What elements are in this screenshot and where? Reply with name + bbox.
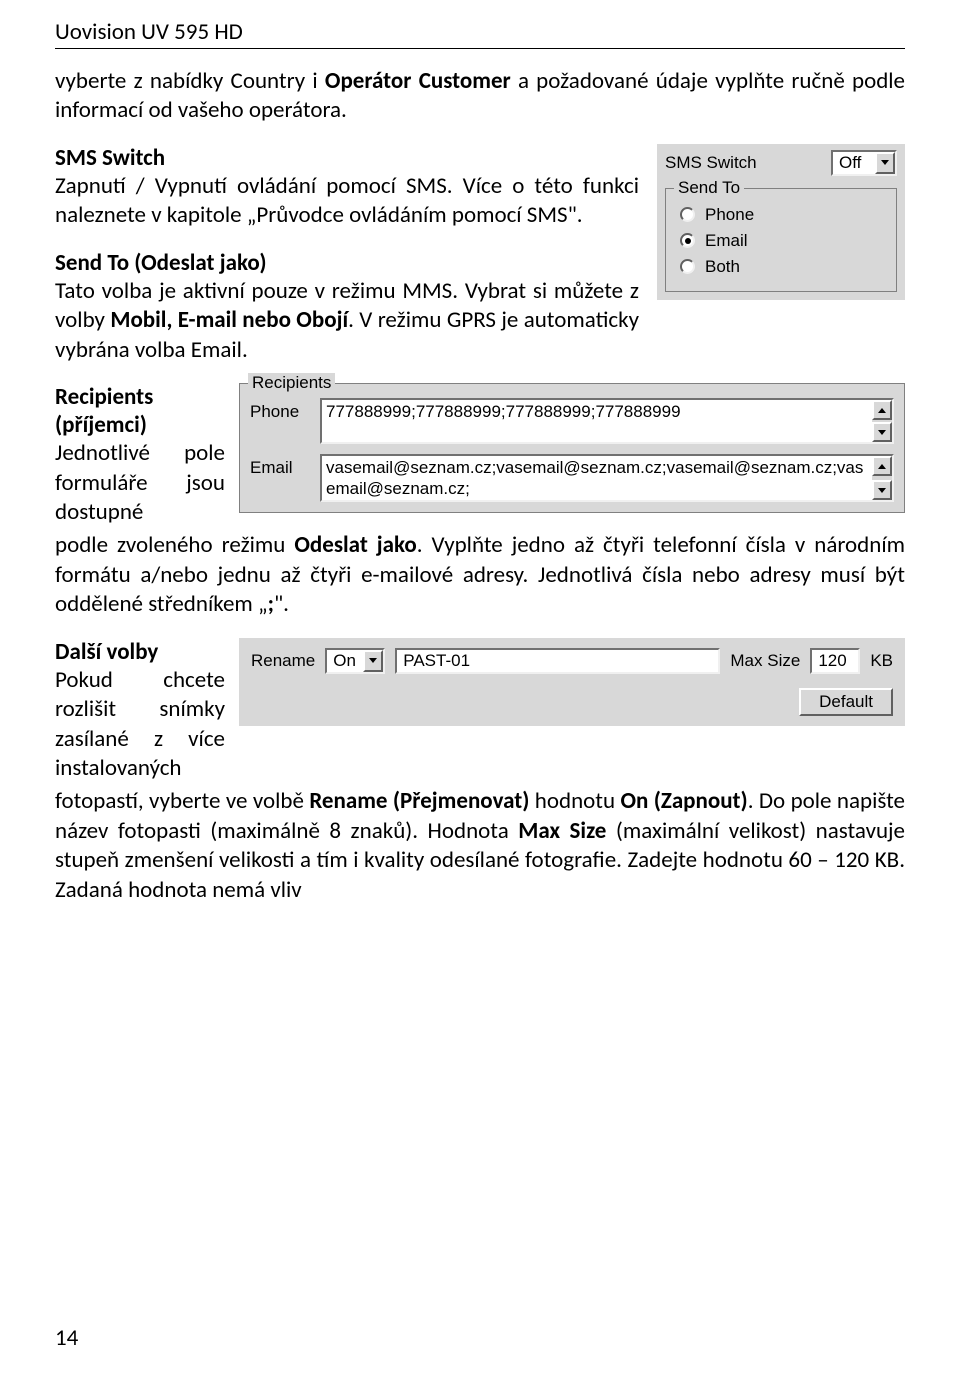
recipients-group-title: Recipients	[248, 373, 335, 393]
radio-both-row[interactable]: Both	[680, 257, 886, 277]
recipients-heading: Recipients (příjemci)	[55, 383, 225, 439]
sms-switch-label: SMS Switch	[665, 153, 757, 173]
rename-select[interactable]: On	[325, 648, 385, 674]
dalsi-tail-b1: Rename (Přejmenovat)	[309, 787, 529, 815]
recipients-email-value: vasemail@seznam.cz;vasemail@seznam.cz;va…	[322, 456, 872, 500]
scroll-down-icon[interactable]	[872, 422, 892, 442]
scrollbar[interactable]	[872, 456, 892, 500]
scroll-up-icon[interactable]	[872, 456, 892, 476]
dalsi-left-body: Pokud chcete rozlišit snímky zasílané z …	[55, 666, 225, 784]
sms-switch-select[interactable]: Off	[831, 150, 897, 176]
intro-pre: vyberte z nabídky Country i	[55, 67, 325, 95]
radio-email-row[interactable]: Email	[680, 231, 886, 251]
dalsi-tail-mid1: hodnotu	[529, 787, 620, 815]
radio-email-label: Email	[705, 231, 748, 251]
dalsi-heading: Další volby	[55, 638, 225, 666]
rename-name-input[interactable]: PAST-01	[395, 648, 720, 674]
send-to-heading: Send To (Odeslat jako)	[55, 249, 639, 277]
maxsize-input[interactable]: 120	[810, 648, 860, 674]
recipients-email-input[interactable]: vasemail@seznam.cz;vasemail@seznam.cz;va…	[320, 454, 894, 502]
recipients-phone-input[interactable]: 777888999;777888999;777888999;777888999	[320, 398, 894, 444]
radio-phone-row[interactable]: Phone	[680, 205, 886, 225]
intro-paragraph: vyberte z nabídky Country i Operátor Cus…	[55, 67, 905, 126]
radio-both-label: Both	[705, 257, 740, 277]
recipients-tail-pre: podle zvoleného režimu	[55, 531, 294, 559]
scroll-up-icon[interactable]	[872, 400, 892, 420]
rename-select-value: On	[333, 651, 363, 671]
radio-both[interactable]	[680, 259, 695, 274]
send-to-group-title: Send To	[674, 178, 744, 198]
rename-label: Rename	[251, 651, 315, 671]
sms-switch-value: Off	[839, 153, 875, 173]
radio-email[interactable]	[680, 233, 695, 248]
dalsi-tail-pre: fotopastí, vyberte ve volbě	[55, 787, 309, 815]
recipients-tail-b1: Odeslat jako	[294, 531, 416, 559]
recipients-tail-post: ".	[274, 590, 289, 618]
recipients-panel: Recipients Phone 777888999;777888999;777…	[239, 383, 905, 513]
dalsi-tail: fotopastí, vyberte ve volbě Rename (Přej…	[55, 787, 905, 905]
scrollbar[interactable]	[872, 400, 892, 442]
intro-bold: Operátor Customer	[325, 67, 511, 95]
send-to-bold: Mobil, E-mail nebo Obojí	[110, 306, 348, 334]
recipients-phone-value: 777888999;777888999;777888999;777888999	[322, 400, 872, 442]
dropdown-icon[interactable]	[363, 650, 383, 672]
radio-phone-label: Phone	[705, 205, 754, 225]
maxsize-label: Max Size	[730, 651, 800, 671]
scroll-down-icon[interactable]	[872, 480, 892, 500]
radio-phone[interactable]	[680, 207, 695, 222]
rename-panel: Rename On PAST-01 Max Size 120 KB	[239, 638, 905, 726]
dalsi-tail-b3: Max Size	[518, 817, 606, 845]
default-button[interactable]: Default	[799, 688, 893, 716]
dropdown-icon[interactable]	[875, 152, 895, 174]
maxsize-unit: KB	[870, 651, 893, 671]
recipients-phone-label: Phone	[250, 398, 310, 422]
sms-switch-body: Zapnutí / Vypnutí ovládání pomocí SMS. V…	[55, 172, 639, 231]
send-to-groupbox: Send To Phone Email Both	[665, 188, 897, 292]
page-number: 14	[55, 1324, 78, 1352]
rename-name-value: PAST-01	[403, 651, 470, 671]
recipients-left-body: Jednotlivé pole formuláře jsou dostupné	[55, 439, 225, 527]
sms-switch-heading: SMS Switch	[55, 144, 639, 172]
sms-switch-panel: SMS Switch Off Send To Phone	[657, 144, 905, 300]
maxsize-value: 120	[818, 651, 846, 671]
dalsi-tail-b2: On (Zapnout)	[620, 787, 747, 815]
recipients-tail: podle zvoleného režimu Odeslat jako. Vyp…	[55, 531, 905, 619]
recipients-email-label: Email	[250, 454, 310, 478]
page-header: Uovision UV 595 HD	[55, 18, 905, 49]
send-to-body: Tato volba je aktivní pouze v režimu MMS…	[55, 277, 639, 365]
